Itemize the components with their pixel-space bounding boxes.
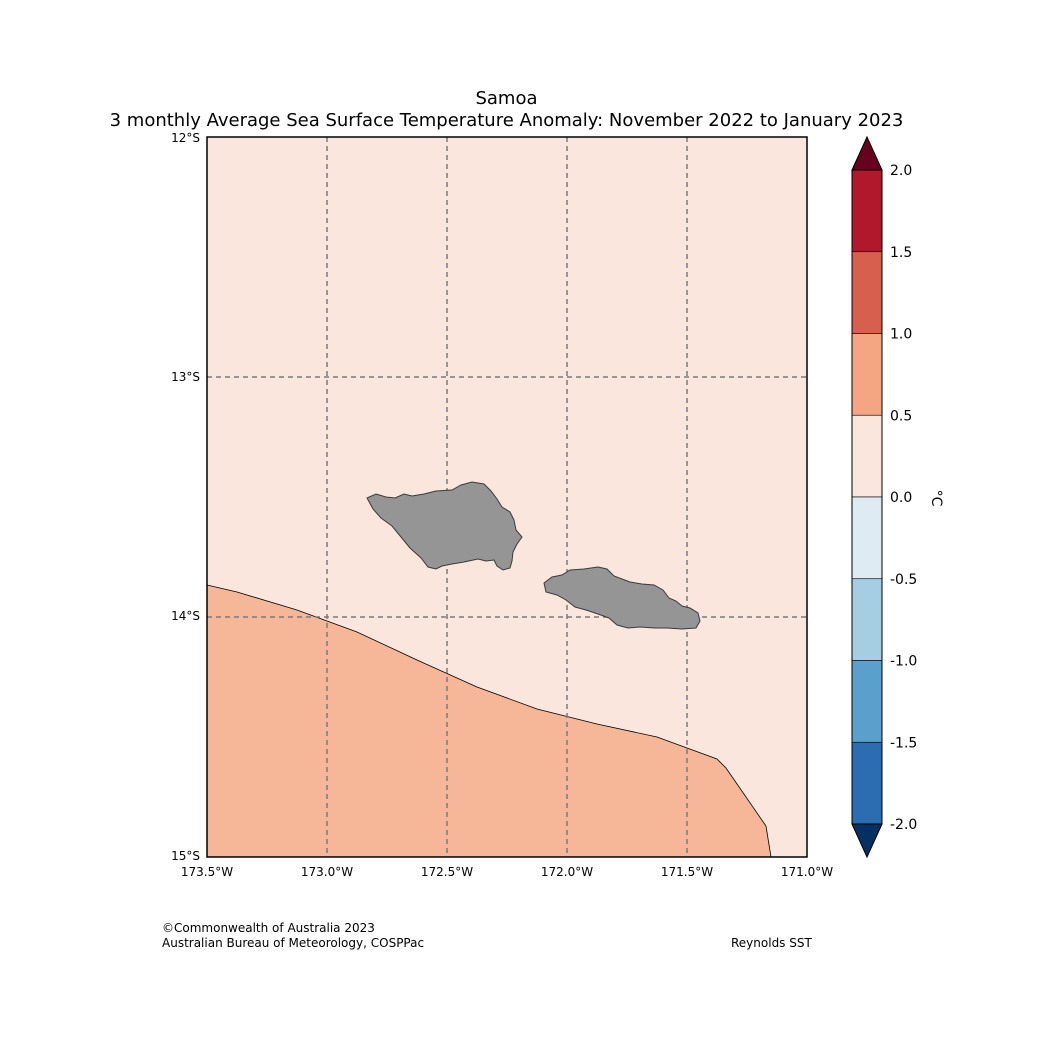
lat-tick-13S: 13°S (171, 370, 200, 384)
map-subtitle: 3 monthly Average Sea Surface Temperatur… (109, 110, 904, 131)
lon-tick-labels: 173.5°W 173.0°W 172.5°W 172.0°W 171.5°W … (181, 865, 833, 879)
colorbar-tick-label: 0.5 (890, 408, 912, 424)
footer-agency: Australian Bureau of Meteorology, COSPPa… (162, 936, 425, 950)
colorbar-tick-label: 2.0 (890, 163, 912, 179)
colorbar-tick-label: 0.0 (890, 490, 912, 506)
colorbar: 2.0 1.5 1.0 0.5 0.0 -0.5 -1.0 -1.5 -2.0 °C (851, 135, 944, 859)
colorbar-segment (851, 414, 883, 498)
colorbar-tick-label: 1.0 (890, 327, 912, 343)
lat-tick-12S: 12°S (171, 131, 200, 145)
colorbar-unit-label: °C (928, 490, 944, 507)
footer-copyright: ©Commonwealth of Australia 2023 (162, 921, 375, 935)
lon-tick-171-5W: 171.5°W (661, 865, 713, 879)
colorbar-segment (851, 741, 883, 825)
lat-tick-labels: 12°S 13°S 14°S 15°S (171, 131, 200, 863)
colorbar-segment (851, 660, 883, 743)
lon-tick-172-0W: 172.0°W (541, 865, 593, 879)
upolu-island (543, 566, 701, 630)
colorbar-tick-label: -1.0 (890, 654, 917, 670)
colorbar-segments (851, 169, 883, 825)
colorbar-over-triangle (851, 135, 883, 171)
colorbar-tick-label: -2.0 (890, 817, 917, 833)
colorbar-tick-labels: 2.0 1.5 1.0 0.5 0.0 -0.5 -1.0 -1.5 -2.0 (890, 163, 917, 833)
colorbar-tick-label: 1.5 (890, 245, 912, 261)
colorbar-segment (851, 578, 883, 661)
map-frame (206, 136, 808, 858)
colorbar-under-triangle (851, 823, 883, 859)
lon-tick-173-0W: 173.0°W (301, 865, 353, 879)
colorbar-tick-label: -1.5 (890, 735, 917, 751)
lon-tick-171-0W: 171.0°W (781, 865, 833, 879)
lat-tick-15S: 15°S (171, 849, 200, 863)
lat-tick-14S: 14°S (171, 609, 200, 623)
lon-tick-173-5W: 173.5°W (181, 865, 233, 879)
colorbar-segment (851, 496, 883, 580)
lon-tick-172-5W: 172.5°W (421, 865, 473, 879)
colorbar-segment (851, 169, 883, 253)
colorbar-segment (851, 251, 883, 334)
map-title: Samoa (475, 88, 538, 109)
colorbar-tick-label: -0.5 (890, 572, 917, 588)
savaii-island (366, 481, 523, 571)
colorbar-frame (851, 169, 883, 825)
footer-data-source: Reynolds SST (731, 936, 812, 950)
colorbar-segment (851, 333, 883, 416)
